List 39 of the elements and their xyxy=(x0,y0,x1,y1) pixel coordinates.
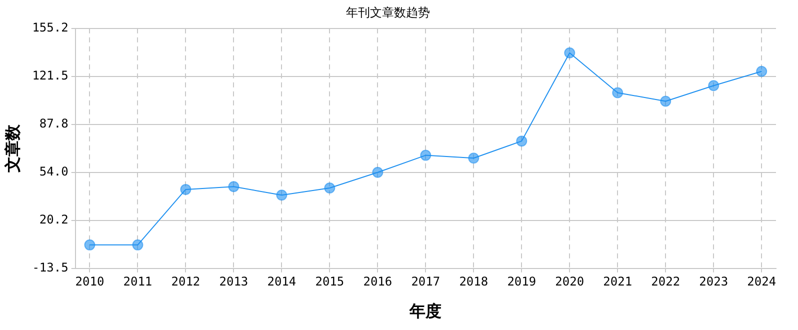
x-tick-label: 2016 xyxy=(363,274,392,289)
x-tick-label: 2013 xyxy=(219,274,248,289)
point xyxy=(660,96,672,107)
x-tick-label: 2011 xyxy=(123,274,152,289)
point xyxy=(84,239,96,250)
point xyxy=(564,47,576,58)
chart-title: 年刊文章数趋势 xyxy=(346,5,430,20)
point xyxy=(228,181,240,192)
x-tick-label: 2010 xyxy=(75,274,104,289)
x-tick-label: 2014 xyxy=(267,274,296,289)
point xyxy=(180,184,192,195)
x-tick-label: 2020 xyxy=(555,274,584,289)
x-tick-label: 2019 xyxy=(507,274,536,289)
point xyxy=(468,152,480,164)
point xyxy=(516,136,528,147)
y-axis-title: 文章数 xyxy=(2,123,22,174)
y-tick-label: 87.8 xyxy=(39,116,68,130)
point xyxy=(276,190,288,201)
y-tick-label: 155.2 xyxy=(32,20,68,35)
y-tick-label: 20.2 xyxy=(39,212,68,227)
point xyxy=(372,166,384,178)
x-tick-label: 2024 xyxy=(747,274,776,289)
x-tick-label: 2012 xyxy=(171,274,200,289)
x-tick-label: 2018 xyxy=(459,274,488,289)
point xyxy=(420,150,432,161)
x-tick-label: 2023 xyxy=(699,274,728,289)
x-tick-label: 2022 xyxy=(651,274,680,289)
point xyxy=(756,66,768,77)
y-tick-label: 54.0 xyxy=(39,164,68,178)
point xyxy=(612,87,624,98)
x-tick-label: 2015 xyxy=(315,274,344,289)
y-tick-label: 121.5 xyxy=(32,68,68,82)
x-tick-label: 2017 xyxy=(411,274,440,289)
x-axis-title: 年度 xyxy=(408,302,442,321)
point xyxy=(132,239,144,250)
point xyxy=(708,80,720,92)
y-tick-label: -13.5 xyxy=(32,260,68,275)
point xyxy=(324,182,336,194)
x-tick-label: 2021 xyxy=(603,274,632,289)
